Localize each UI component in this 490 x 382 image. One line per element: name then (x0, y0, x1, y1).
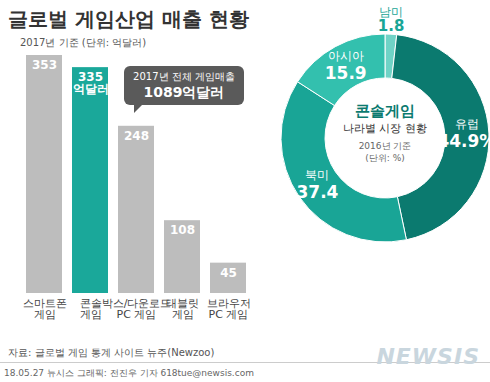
svg-text:아시아: 아시아 (328, 49, 364, 63)
svg-text:37.4: 37.4 (296, 182, 338, 202)
svg-text:콘솔게임: 콘솔게임 (355, 102, 415, 120)
svg-text:나라별 시장 현황: 나라별 시장 현황 (343, 122, 427, 135)
html-text:1089억달러: 1089억달러 (143, 84, 225, 100)
html-text:글로벌 게임산업 매출 현황: 글로벌 게임산업 매출 현황 (8, 7, 249, 31)
svg-text:콘솔게임: 콘솔게임 (80, 297, 102, 321)
html-text:2017년 기준 (단위: 억달러): 2017년 기준 (단위: 억달러) (20, 37, 147, 48)
svg-text:353: 353 (32, 58, 57, 72)
svg-text:유럽: 유럽 (455, 117, 479, 131)
svg-text:북미: 북미 (305, 168, 329, 182)
svg-text:248: 248 (124, 129, 149, 143)
svg-text:(단위: %): (단위: %) (365, 153, 404, 163)
html-text:2017년 전체 게임매출: 2017년 전체 게임매출 (133, 71, 235, 82)
svg-text:45: 45 (220, 266, 237, 280)
svg-text:남미: 남미 (379, 5, 404, 19)
svg-text:335억달러: 335억달러 (73, 70, 109, 96)
svg-text:44.9%: 44.9% (437, 131, 490, 151)
svg-text:15.9: 15.9 (325, 63, 367, 83)
svg-text:2016년 기준: 2016년 기준 (359, 141, 412, 151)
html-text:자료: 글로벌 게임 통계 사이트 뉴주(Newzoo): 자료: 글로벌 게임 통계 사이트 뉴주(Newzoo) (8, 347, 215, 358)
svg-text:태블릿게임: 태블릿게임 (166, 297, 199, 321)
svg-text:박스/다운로드PC 게임: 박스/다운로드PC 게임 (102, 297, 172, 321)
html-text:NEWSIS: NEWSIS (376, 344, 480, 369)
svg-text:108: 108 (170, 223, 195, 237)
svg-text:1.8: 1.8 (378, 17, 405, 35)
svg-text:스마트폰게임: 스마트폰게임 (23, 297, 67, 321)
html-text:18.05.27 뉴시스 그래픽: 전진우 기자 618tu: 18.05.27 뉴시스 그래픽: 전진우 기자 618tue@newsis.c… (4, 368, 254, 378)
svg-text:브라우저PC 게임: 브라우저PC 게임 (207, 297, 251, 321)
